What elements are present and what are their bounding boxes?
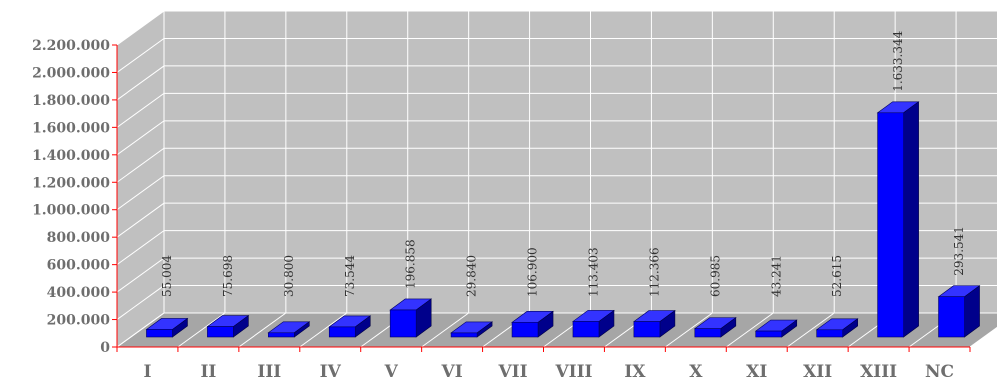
y-tick-label: 800.000 [47, 230, 111, 246]
y-tick-label: 600.000 [47, 258, 111, 274]
y-tick-label: 1.800.000 [32, 93, 110, 109]
bar-data-label: 112.366 [647, 247, 661, 297]
chart-axes [112, 44, 971, 352]
bar-data-label: 293.541 [952, 226, 966, 276]
bar [876, 101, 920, 338]
bar-front-face [572, 321, 600, 338]
x-tick-label: XI [746, 362, 767, 382]
x-tick-label: V [384, 362, 399, 382]
x-axis-tick-labels: I II III IV V VI VII VIII IX X XI XII XIII NC [143, 362, 954, 382]
bar-data-label: 75.698 [221, 255, 235, 297]
x-tick-label: IV [320, 362, 342, 382]
x-tick-label: XIII [860, 362, 897, 382]
bar-front-face [938, 296, 965, 338]
bar-data-label: 106.900 [526, 247, 540, 297]
bar-side-face [903, 101, 919, 338]
y-tick-label: 1.600.000 [32, 120, 110, 136]
x-tick-label: VII [497, 362, 527, 382]
gridline-floor [786, 312, 835, 348]
y-tick-label: 200.000 [47, 313, 111, 329]
bar-data-label: 52.615 [830, 255, 844, 297]
bar-front-face [207, 326, 234, 338]
x-tick-label: VIII [554, 362, 592, 382]
gridline-floor [421, 312, 469, 348]
y-tick-label: 400.000 [47, 285, 111, 301]
y-tick-label: 0 [100, 340, 110, 356]
x-tick-label: II [200, 362, 216, 382]
bar-data-label: 29.840 [465, 255, 479, 297]
bar-data-label: 55.004 [160, 255, 174, 297]
y-tick-label: 1.400.000 [32, 148, 110, 164]
gridline-floor [177, 312, 226, 348]
bar-data-labels: 55.004 75.698 30.800 73.544 196.858 29.840 106… [160, 30, 966, 297]
bar [815, 318, 859, 338]
gridline-floor [238, 312, 287, 348]
bar [206, 315, 250, 338]
x-tick-label: III [257, 362, 281, 382]
x-tick-label: IX [624, 362, 646, 382]
bar-front-face [694, 328, 722, 338]
bar-data-label: 43.241 [769, 255, 783, 297]
back-wall [164, 11, 997, 313]
y-tick-label: 1.200.000 [32, 175, 110, 191]
bar [572, 309, 615, 338]
x-tick-label: VI [441, 362, 463, 382]
bar-front-face [328, 326, 356, 338]
bar-data-label: 113.403 [586, 247, 600, 297]
bar-front-face [877, 112, 904, 338]
bar [450, 321, 494, 338]
x-tick-label: X [689, 362, 703, 382]
bar [267, 321, 311, 338]
chart-back-wall [117, 11, 997, 347]
bar-front-face [511, 322, 539, 338]
x-tick-label: XII [803, 362, 832, 382]
gridline-floor [299, 312, 348, 348]
bar-data-label: 73.544 [343, 255, 357, 297]
bar-data-label: 60.985 [708, 255, 722, 297]
gridline-floor [116, 312, 165, 348]
bar-data-label: 1.633.344 [891, 30, 905, 91]
y-tick-label: 1.000.000 [32, 203, 110, 219]
y-axis-tick-labels: 0 200.000 400.000 600.000 800.000 1.000.000 1.… [32, 38, 110, 356]
x-tick-label: NC [925, 362, 954, 382]
bar [389, 298, 433, 338]
bar-front-face [450, 332, 478, 338]
y-tick-label: 2.200.000 [32, 38, 110, 54]
gridline-floor [969, 326, 997, 348]
bar [693, 317, 737, 338]
bar [145, 317, 189, 338]
y-tick-label: 2.000.000 [32, 65, 110, 81]
bar-front-face [633, 321, 661, 338]
bar [511, 310, 554, 338]
x-tick-label: I [143, 362, 151, 382]
bar-data-label: 196.858 [404, 239, 418, 289]
bar-data-label: 30.800 [282, 255, 296, 297]
bar [937, 285, 981, 338]
chart-floor [117, 313, 997, 347]
bar-front-face [389, 309, 417, 338]
chart-bars [145, 101, 981, 338]
chart-gridlines [116, 10, 997, 348]
bar [754, 319, 798, 338]
bar-front-face [816, 329, 843, 338]
bar-front-face [755, 330, 783, 338]
bar-front-face [268, 332, 295, 338]
bar [632, 309, 676, 338]
bar [328, 315, 372, 338]
side-wall [117, 11, 164, 347]
floor [117, 313, 997, 347]
gridline-floor [665, 312, 713, 348]
gridline-floor [725, 312, 774, 348]
bar-front-face [146, 329, 173, 338]
